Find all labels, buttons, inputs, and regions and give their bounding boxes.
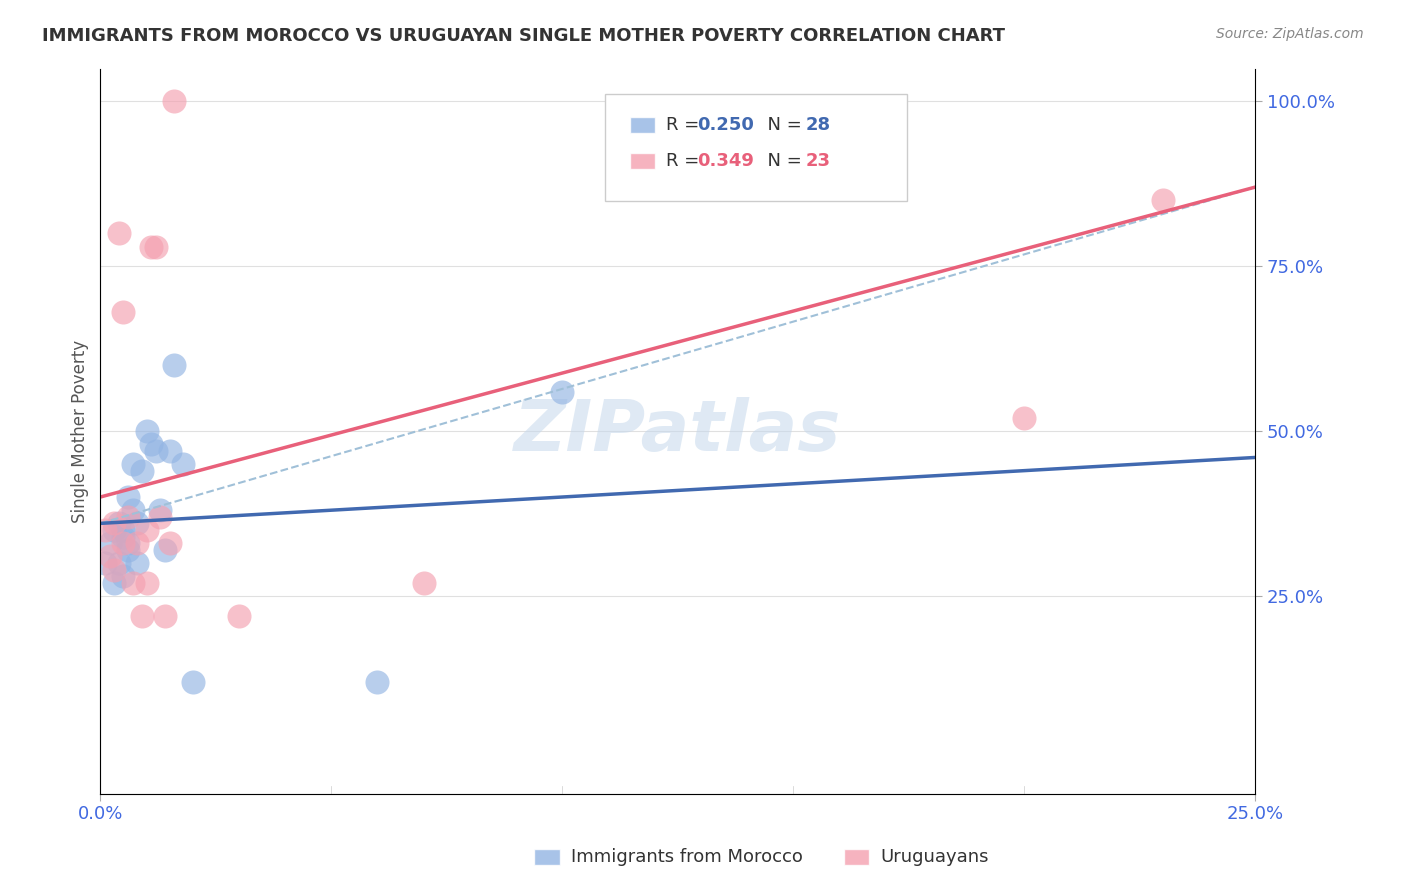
Point — [117, 509, 139, 524]
Point — [112, 536, 135, 550]
Point — [149, 503, 172, 517]
Text: Source: ZipAtlas.com: Source: ZipAtlas.com — [1216, 27, 1364, 41]
Point — [135, 523, 157, 537]
Text: 0.250: 0.250 — [697, 116, 754, 134]
Text: 0.349: 0.349 — [697, 152, 754, 169]
Point — [159, 443, 181, 458]
Text: 23: 23 — [806, 152, 831, 169]
Point — [108, 227, 131, 241]
Point — [181, 674, 204, 689]
Point — [1012, 411, 1035, 425]
Point — [94, 523, 117, 537]
Text: R =: R = — [666, 152, 706, 169]
Point — [94, 556, 117, 570]
Point — [112, 569, 135, 583]
Point — [159, 536, 181, 550]
Point — [117, 490, 139, 504]
Point — [103, 516, 125, 531]
Point — [103, 575, 125, 590]
Point — [149, 509, 172, 524]
Point — [141, 437, 163, 451]
Point — [112, 530, 135, 544]
Point — [98, 536, 121, 550]
Point — [153, 608, 176, 623]
Point — [228, 608, 250, 623]
Text: Immigrants from Morocco: Immigrants from Morocco — [571, 848, 803, 866]
FancyBboxPatch shape — [630, 153, 655, 169]
Point — [98, 549, 121, 564]
Point — [108, 516, 131, 531]
Text: 28: 28 — [806, 116, 831, 134]
Point — [145, 239, 167, 253]
Point — [135, 575, 157, 590]
Point — [145, 443, 167, 458]
Point — [172, 457, 194, 471]
Point — [131, 464, 153, 478]
Point — [103, 523, 125, 537]
Text: ZIPatlas: ZIPatlas — [515, 397, 841, 466]
Text: IMMIGRANTS FROM MOROCCO VS URUGUAYAN SINGLE MOTHER POVERTY CORRELATION CHART: IMMIGRANTS FROM MOROCCO VS URUGUAYAN SIN… — [42, 27, 1005, 45]
Text: R =: R = — [666, 116, 706, 134]
Point — [121, 575, 143, 590]
FancyBboxPatch shape — [844, 849, 869, 865]
Point — [412, 575, 434, 590]
Point — [153, 542, 176, 557]
Point — [112, 305, 135, 319]
Point — [141, 239, 163, 253]
FancyBboxPatch shape — [605, 94, 907, 201]
FancyBboxPatch shape — [630, 117, 655, 133]
Point — [163, 95, 186, 109]
Text: N =: N = — [756, 116, 808, 134]
Y-axis label: Single Mother Poverty: Single Mother Poverty — [72, 340, 89, 523]
Point — [1152, 194, 1174, 208]
Point — [366, 674, 388, 689]
Point — [551, 384, 574, 399]
Text: Uruguayans: Uruguayans — [880, 848, 988, 866]
Point — [135, 424, 157, 438]
Point — [108, 556, 131, 570]
FancyBboxPatch shape — [534, 849, 560, 865]
Point — [163, 358, 186, 372]
Point — [131, 608, 153, 623]
Text: N =: N = — [756, 152, 808, 169]
Point — [121, 457, 143, 471]
Point — [127, 556, 149, 570]
Point — [127, 536, 149, 550]
Point — [117, 536, 139, 550]
Point — [127, 516, 149, 531]
Point — [103, 562, 125, 576]
Point — [112, 523, 135, 537]
Point — [121, 503, 143, 517]
Point — [117, 542, 139, 557]
